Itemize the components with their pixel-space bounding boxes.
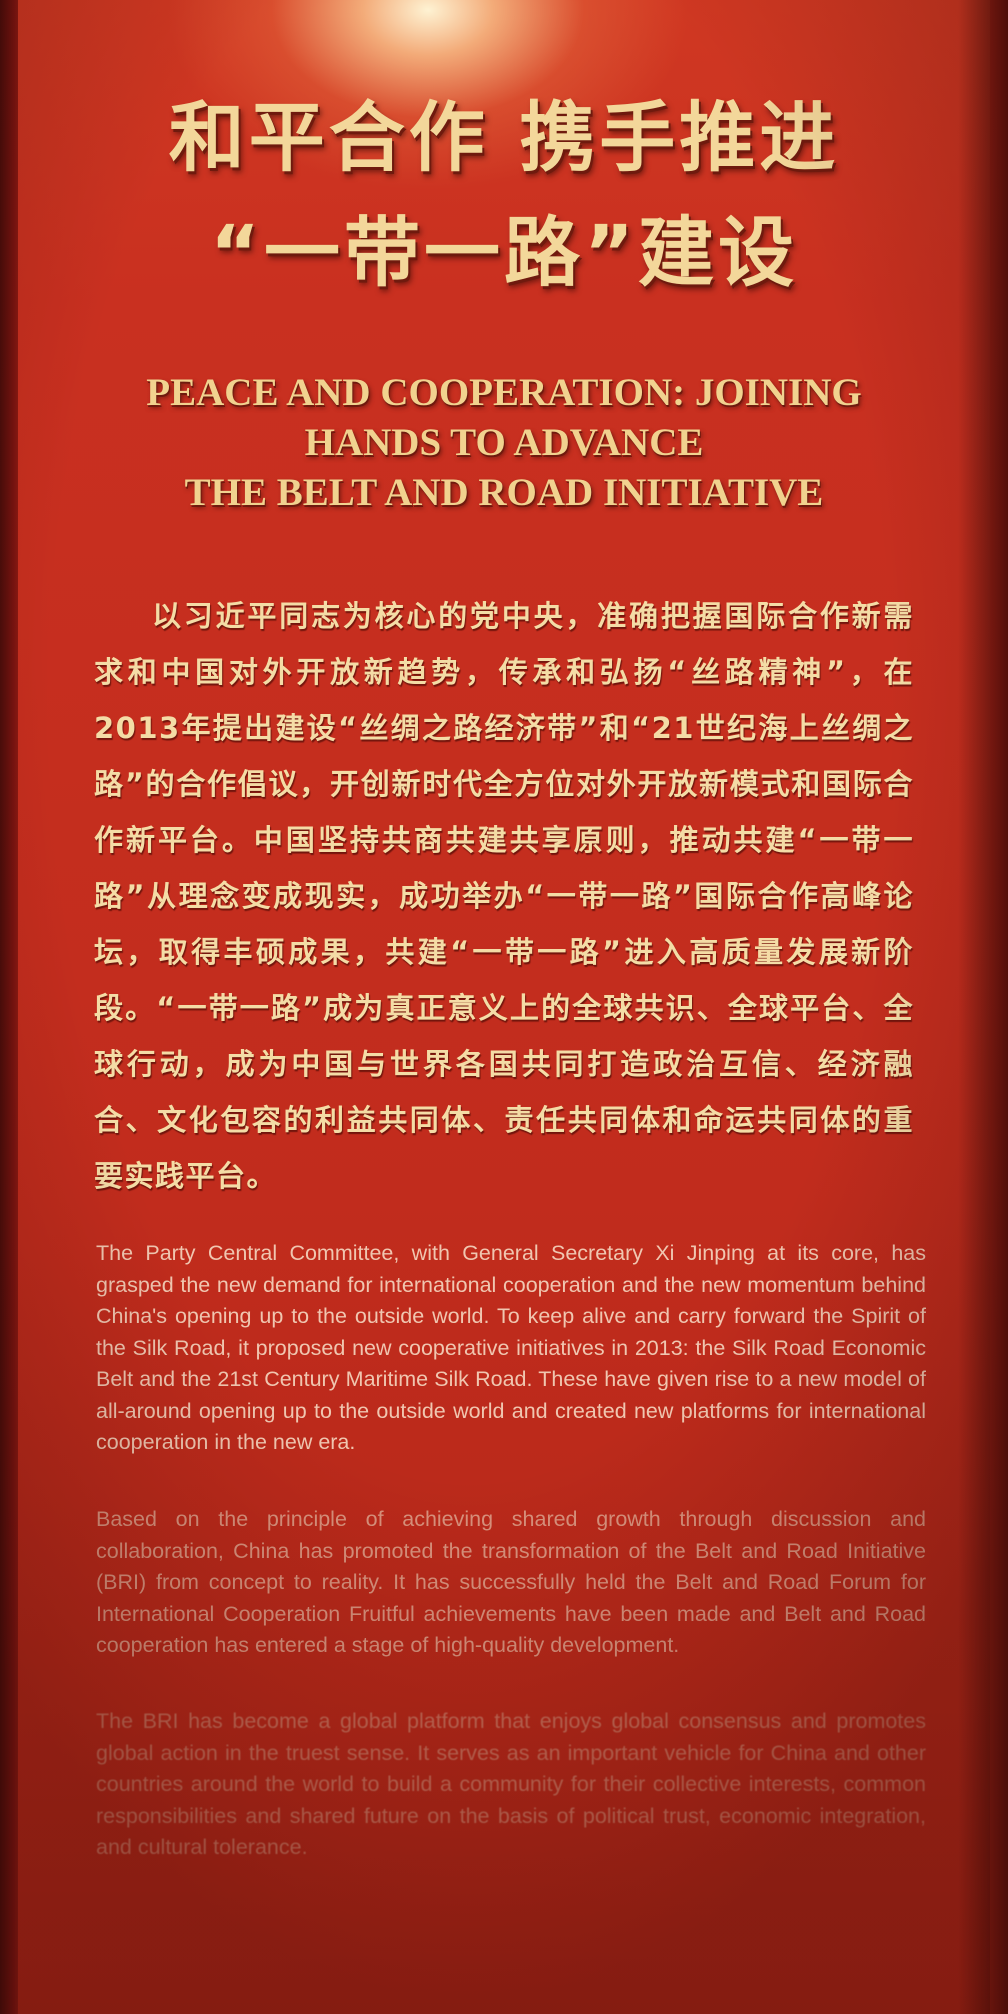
english-body-paragraph-3: The BRI has become a global platform tha…	[96, 1706, 926, 1864]
english-body-paragraph-2: Based on the principle of achieving shar…	[96, 1504, 926, 1662]
chinese-title-line-1: 和平合作 携手推进	[0, 100, 1008, 176]
english-body-paragraph-1: The Party Central Committee, with Genera…	[96, 1238, 926, 1459]
chinese-body-text: 以习近平同志为核心的党中央，准确把握国际合作新需求和中国对外开放新趋势，传承和弘…	[94, 588, 914, 1204]
english-title-line-3: THE BELT AND ROAD INITIATIVE	[0, 468, 1008, 518]
english-title-line-2: HANDS TO ADVANCE	[0, 418, 1008, 468]
panel-edge-shadow	[958, 0, 990, 2014]
chinese-title-line-2: “一带一路”建设	[0, 215, 1008, 291]
english-title-line-1: PEACE AND COOPERATION: JOINING	[0, 368, 1008, 418]
english-title: PEACE AND COOPERATION: JOINING HANDS TO …	[0, 368, 1008, 518]
